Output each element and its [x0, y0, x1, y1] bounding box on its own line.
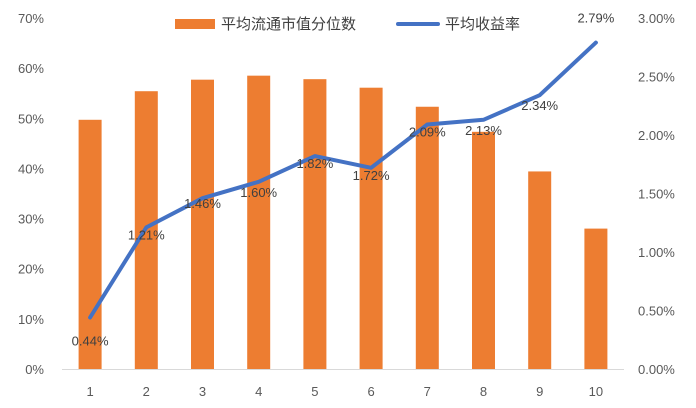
bar: [584, 228, 608, 369]
right-axis-tick-label: 1.50%: [638, 187, 675, 202]
right-axis-tick-label: 0.00%: [638, 362, 675, 377]
right-axis-tick-label: 2.00%: [638, 128, 675, 143]
left-axis: 0% 10% 20% 30% 40% 50% 60% 70%: [18, 11, 44, 377]
x-axis-tick-label: 4: [255, 384, 262, 399]
right-axis: 0.00% 0.50% 1.00% 1.50% 2.00% 2.50% 3.00%: [638, 11, 675, 377]
legend-label-bar: 平均流通市值分位数: [221, 16, 356, 33]
x-axis-tick-label: 10: [589, 384, 603, 399]
bar: [528, 171, 552, 369]
x-axis-tick-label: 3: [199, 384, 206, 399]
bar: [359, 87, 383, 369]
right-axis-tick-label: 2.50%: [638, 70, 675, 85]
left-axis-tick-label: 60%: [18, 61, 44, 76]
left-axis-tick-label: 30%: [18, 212, 44, 227]
bar: [191, 79, 214, 369]
legend-swatch-bar: [175, 19, 215, 29]
bar-series: [78, 75, 608, 370]
line-data-label: 0.44%: [72, 334, 109, 349]
bar: [472, 131, 495, 369]
bar: [78, 119, 102, 369]
line-data-label: 1.60%: [240, 185, 277, 200]
line-series: [88, 40, 598, 320]
line-data-label: 1.46%: [184, 196, 221, 211]
x-axis-tick-label: 5: [311, 384, 318, 399]
x-axis-tick-label: 1: [86, 384, 93, 399]
bar: [303, 79, 327, 369]
x-axis-tick-label: 8: [480, 384, 487, 399]
right-axis-tick-label: 1.00%: [638, 245, 675, 260]
x-axis: 1 2 3 4 5 6 7 8 9 10: [62, 369, 624, 399]
x-axis-tick-label: 2: [143, 384, 150, 399]
left-axis-tick-label: 70%: [18, 11, 44, 26]
legend: 平均流通市值分位数 平均收益率: [175, 16, 520, 33]
left-axis-tick-label: 20%: [18, 262, 44, 277]
legend-label-line: 平均收益率: [445, 16, 520, 33]
line-series-path: [88, 40, 598, 320]
line-data-label: 1.82%: [296, 156, 333, 171]
x-axis-tick-label: 7: [424, 384, 431, 399]
x-axis-tick-label: 9: [536, 384, 543, 399]
left-axis-tick-label: 40%: [18, 161, 44, 176]
x-axis-tick-label: 6: [367, 384, 374, 399]
bar: [415, 106, 439, 369]
left-axis-tick-label: 50%: [18, 111, 44, 126]
line-data-label: 2.09%: [409, 124, 446, 139]
line-data-label: 1.21%: [128, 227, 165, 242]
right-axis-tick-label: 3.00%: [638, 11, 675, 26]
line-data-label: 2.34%: [521, 98, 558, 113]
line-data-label: 1.72%: [353, 168, 390, 183]
line-data-label: 2.79%: [577, 11, 614, 26]
data-labels: 0.44% 1.21% 1.46% 1.60% 1.82% 1.72% 2.09% 2.13%…: [72, 11, 615, 349]
bar: [247, 75, 271, 370]
line-data-label: 2.13%: [465, 123, 502, 138]
right-axis-tick-label: 0.50%: [638, 304, 675, 319]
left-axis-tick-label: 10%: [18, 312, 44, 327]
left-axis-tick-label: 0%: [25, 362, 44, 377]
